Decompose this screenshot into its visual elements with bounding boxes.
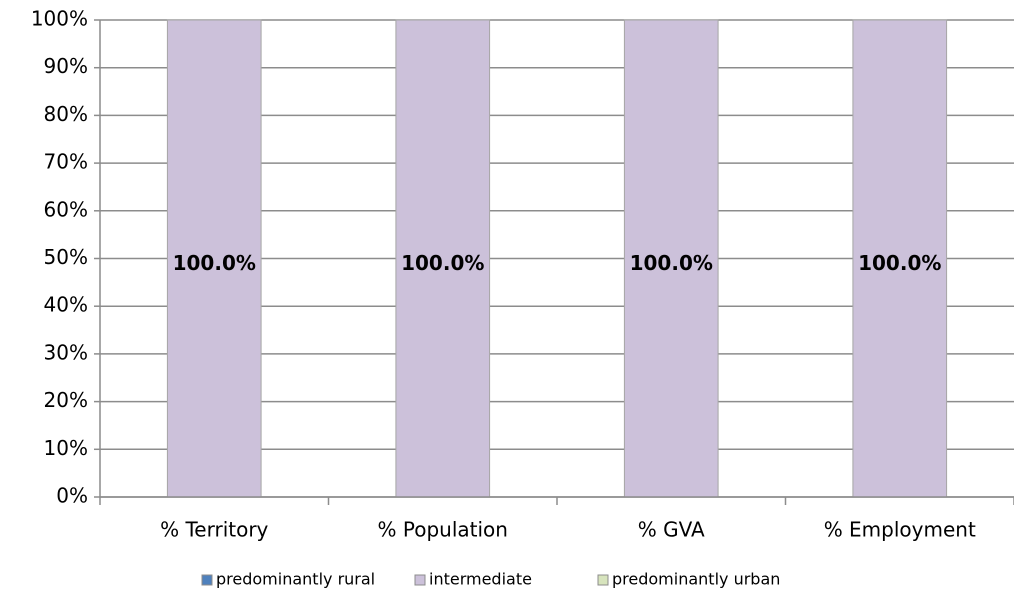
- y-tick-label: 90%: [44, 54, 88, 78]
- legend-label: intermediate: [429, 570, 532, 589]
- x-tick-label: % Employment: [824, 518, 976, 542]
- y-tick-label: 80%: [44, 102, 88, 126]
- legend-label: predominantly rural: [216, 570, 375, 589]
- x-tick-label: % Population: [378, 518, 508, 542]
- y-tick-label: 40%: [44, 293, 88, 317]
- y-tick-label: 60%: [44, 197, 88, 221]
- y-tick-label: 30%: [44, 340, 88, 364]
- x-tick-label: % GVA: [638, 518, 705, 542]
- data-label: 100.0%: [173, 251, 256, 275]
- data-label: 100.0%: [858, 251, 941, 275]
- y-tick-label: 20%: [44, 388, 88, 412]
- legend-swatch: [201, 574, 213, 586]
- y-tick-label: 0%: [56, 484, 88, 508]
- legend-swatch: [597, 574, 609, 586]
- y-tick-label: 100%: [31, 7, 88, 31]
- x-tick-label: % Territory: [160, 518, 268, 542]
- y-tick-label: 70%: [44, 150, 88, 174]
- legend-swatch: [414, 574, 426, 586]
- data-label: 100.0%: [401, 251, 484, 275]
- legend-label: predominantly urban: [612, 570, 780, 589]
- data-label: 100.0%: [630, 251, 713, 275]
- y-tick-label: 50%: [44, 245, 88, 269]
- y-tick-label: 10%: [44, 436, 88, 460]
- bar-segment: [623, 19, 719, 498]
- bar-segment: [852, 19, 948, 498]
